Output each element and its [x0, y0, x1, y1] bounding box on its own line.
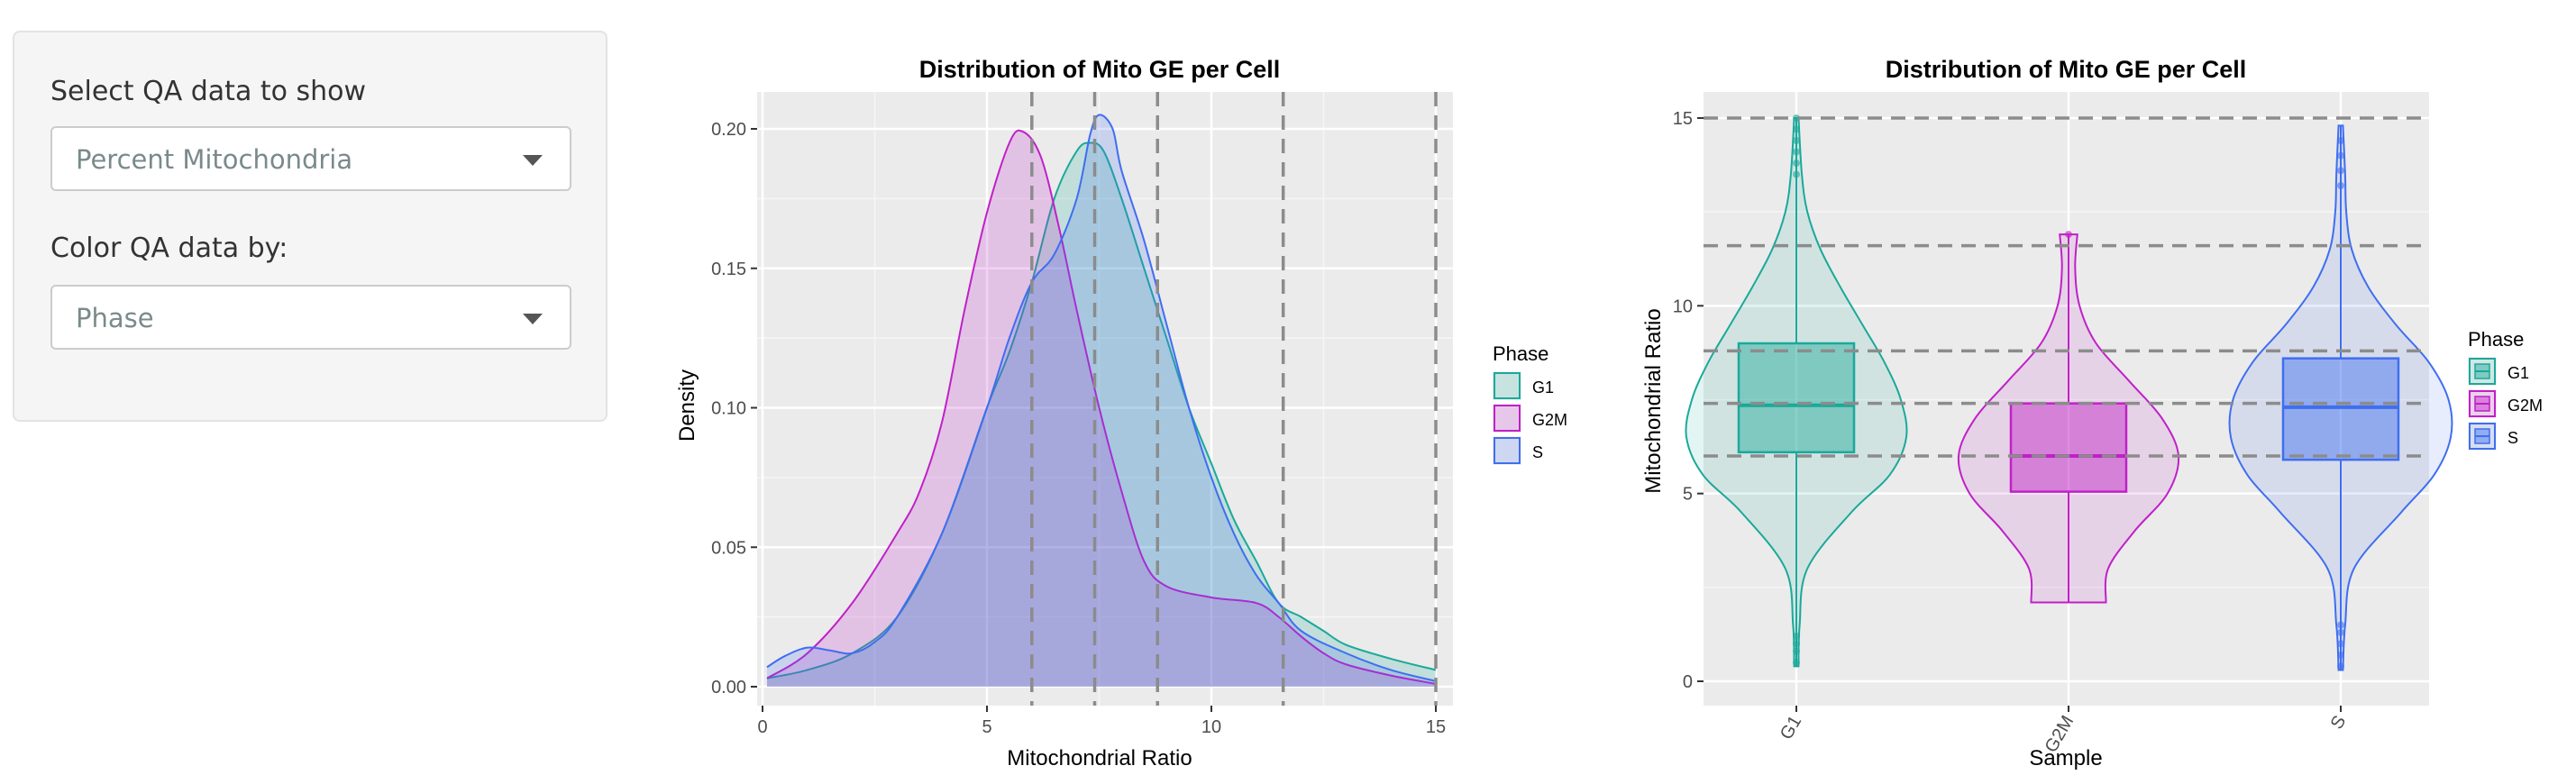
color-by-select-value: Phase: [76, 303, 154, 333]
y-tick-label: 15: [1673, 109, 1693, 129]
color-by-select[interactable]: Phase: [50, 285, 571, 350]
legend-title: Phase: [1493, 342, 1548, 365]
x-tick-label: S: [2327, 713, 2351, 734]
qa-data-select[interactable]: Percent Mitochondria: [50, 126, 571, 191]
chevron-down-icon: [523, 155, 543, 166]
density-xlabel: Mitochondrial Ratio: [1007, 746, 1192, 770]
legend-label-s: S: [1532, 443, 1543, 461]
legend-label-g1: G1: [1532, 378, 1554, 397]
density-plot: Distribution of Mito GE per Cell Density…: [675, 56, 1567, 770]
x-tick-label: 0: [757, 717, 767, 737]
violin-s: [2228, 124, 2453, 671]
y-tick-label: 5: [1683, 485, 1693, 505]
outlier-point: [1793, 114, 1800, 122]
density-title: Distribution of Mito GE per Cell: [919, 56, 1281, 83]
y-tick-label: 0.00: [711, 678, 746, 698]
legend-key-g1: [1494, 372, 1521, 399]
violin-g2m: [1957, 233, 2180, 604]
legend-label-g2m: G2M: [1532, 411, 1567, 429]
outlier-point: [2337, 182, 2344, 189]
outlier-point: [1793, 640, 1800, 648]
density-panel: [757, 92, 1453, 706]
y-tick-label: 0: [1683, 672, 1693, 692]
outlier-point: [1793, 160, 1800, 167]
outlier-point: [2337, 621, 2344, 629]
outlier-point: [2337, 662, 2344, 670]
outlier-point: [1793, 170, 1800, 178]
outlier-point: [1793, 659, 1800, 667]
violin-ylabel: Mitochondrial Ratio: [1641, 308, 1666, 493]
violin-title: Distribution of Mito GE per Cell: [1886, 56, 2247, 83]
legend-key-g2m: [2469, 390, 2496, 417]
x-tick-label: 5: [982, 717, 991, 737]
outlier-point: [1793, 148, 1800, 156]
color-by-label: Color QA data by:: [50, 232, 288, 264]
violin-xlabel: Sample: [2029, 746, 2102, 770]
qa-data-label: Select QA data to show: [50, 76, 367, 107]
x-tick-label: 15: [1426, 717, 1446, 737]
legend-title: Phase: [2468, 328, 2524, 351]
outlier-point: [2337, 628, 2344, 636]
legend-label-g1: G1: [2507, 364, 2529, 382]
density-line-s: [766, 114, 1437, 682]
outlier-point: [2065, 231, 2072, 239]
outlier-point: [1793, 137, 1800, 144]
legend-key-bg: [1493, 404, 1521, 433]
control-panel: Select QA data to show Percent Mitochond…: [13, 31, 607, 422]
outlier-point: [1793, 125, 1800, 133]
y-tick-label: 10: [1673, 296, 1693, 316]
outlier-point: [2337, 137, 2344, 144]
violin-plot: Distribution of Mito GE per Cell Mitocho…: [1641, 56, 2543, 770]
density-area-s: [766, 114, 1436, 687]
chevron-down-icon: [523, 314, 543, 324]
density-ylabel: Density: [675, 369, 699, 442]
legend-label-g2m: G2M: [2507, 397, 2543, 415]
outlier-point: [1793, 647, 1800, 655]
legend-key-s: [1494, 437, 1521, 464]
y-tick-label: 0.20: [711, 120, 746, 140]
outlier-point: [2337, 640, 2344, 648]
outlier-point: [2337, 651, 2344, 659]
qa-data-select-value: Percent Mitochondria: [76, 144, 353, 175]
density-area-g2m: [766, 130, 1436, 687]
legend-key-bg: [1493, 371, 1521, 400]
box-g2m: [2009, 402, 2128, 493]
outlier-point: [1793, 633, 1800, 640]
y-tick-label: 0.15: [711, 260, 746, 279]
legend-key-bg: [1493, 436, 1521, 465]
x-tick-label: 10: [1201, 717, 1221, 737]
y-tick-label: 0.05: [711, 538, 746, 558]
x-tick-label: G1: [1777, 713, 1805, 743]
outlier-point: [2337, 167, 2344, 175]
legend-label-s: S: [2507, 429, 2518, 447]
density-line-g2m: [766, 129, 1437, 685]
outlier-point: [2337, 151, 2344, 160]
y-tick-label: 0.10: [711, 399, 746, 419]
box-g1: [1737, 342, 1856, 454]
box-s: [2281, 357, 2400, 461]
legend-key-g2m: [1494, 405, 1521, 432]
